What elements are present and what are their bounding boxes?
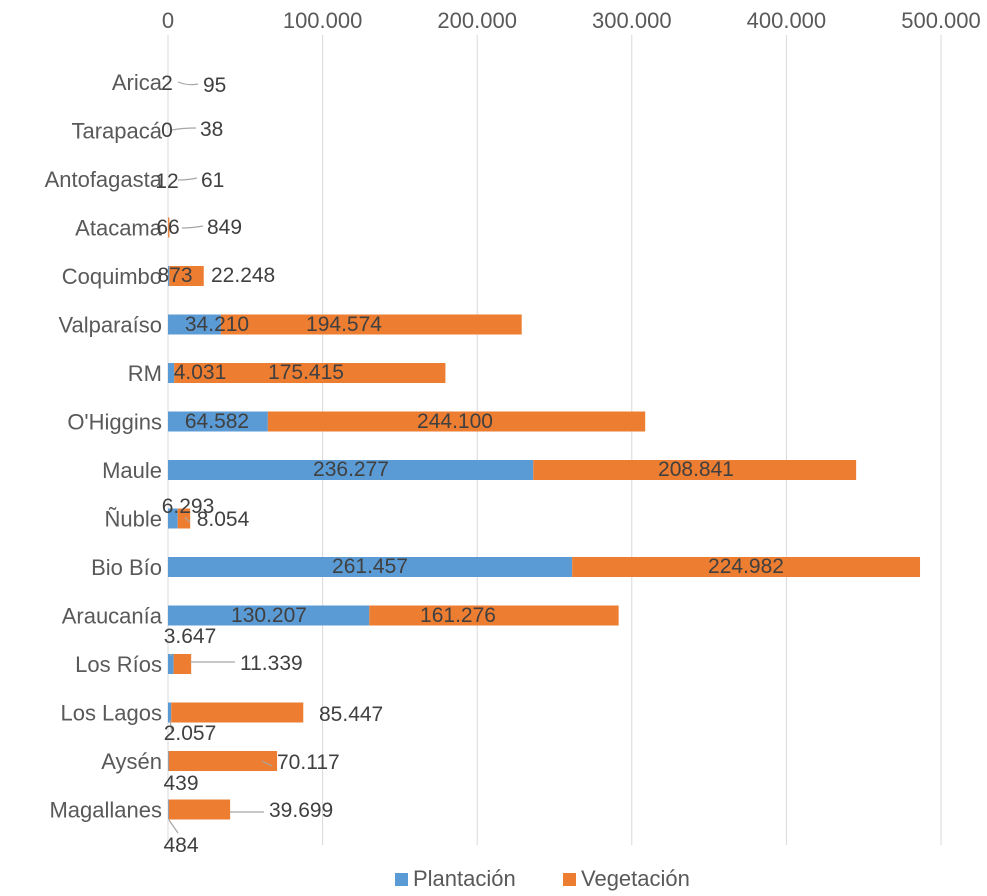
data-label-plantacion: 66 <box>156 216 179 239</box>
bar-vegetacion <box>572 557 921 577</box>
data-label-vegetacion: 194.574 <box>306 313 382 336</box>
x-tick-label: 500.000 <box>901 8 981 33</box>
legend: Plantación Vegetación <box>395 866 690 891</box>
bar-vegetacion <box>168 217 170 238</box>
data-label-vegetacion: 11.339 <box>240 652 303 675</box>
data-labels: 2 95 0 38 12 61 66 849 873 22.248 34.210 194.574 4.0… <box>155 72 784 857</box>
leader-line-plantacion <box>168 819 179 834</box>
data-label-vegetacion: 224.982 <box>708 555 784 578</box>
category-label: Arica <box>112 70 163 95</box>
data-label-vegetacion: 39.699 <box>269 799 333 822</box>
bar-vegetacion <box>267 411 646 432</box>
category-label: Valparaíso <box>58 313 162 338</box>
data-label-plantacion: 484 <box>163 834 198 857</box>
data-label-vegetacion: 70.117 <box>277 751 340 774</box>
data-label-vegetacion: 85.447 <box>319 703 383 726</box>
category-label: Los Ríos <box>75 652 162 677</box>
category-label: Bio Bío <box>91 555 162 580</box>
data-label-plantacion: 6.293 <box>162 495 215 518</box>
leader-line-vegetacion <box>261 760 273 767</box>
bars <box>168 217 921 820</box>
category-label: Araucanía <box>62 604 163 629</box>
leader-line-vegetacion <box>177 177 198 181</box>
data-label-vegetacion: 175.415 <box>268 361 344 384</box>
data-label-plantacion: 0 <box>161 119 173 142</box>
data-label-plantacion: 873 <box>157 264 192 287</box>
category-label: RM <box>128 361 162 386</box>
category-label: Antofagasta <box>45 167 163 192</box>
category-label: Maule <box>102 458 162 483</box>
x-tick-label: 100.000 <box>283 8 363 33</box>
data-label-vegetacion: 208.841 <box>658 458 734 481</box>
legend-swatch-plantacion <box>395 873 408 886</box>
leader-lines <box>168 81 273 834</box>
bar-vegetacion <box>168 751 278 771</box>
data-label-vegetacion: 161.276 <box>420 604 496 627</box>
category-label: Aysén <box>101 749 162 774</box>
bar-plantacion <box>168 702 172 723</box>
category-label: Los Lagos <box>60 701 162 726</box>
data-label-plantacion: 12 <box>155 170 178 193</box>
bar-vegetacion <box>168 799 231 820</box>
data-label-vegetacion: 61 <box>201 169 224 192</box>
data-label-vegetacion: 38 <box>200 118 223 141</box>
x-tick-label: 0 <box>162 8 174 33</box>
bar-vegetacion <box>173 654 192 674</box>
legend-label-plantacion: Plantación <box>413 866 516 891</box>
data-label-vegetacion: 22.248 <box>211 264 275 287</box>
data-label-plantacion: 3.647 <box>164 625 217 648</box>
category-label: O'Higgins <box>67 410 162 435</box>
gridlines <box>167 35 942 845</box>
bar-plantacion <box>168 411 268 432</box>
data-label-plantacion: 64.582 <box>185 410 249 433</box>
leader-line-plantacion <box>169 719 173 734</box>
x-tick-label: 300.000 <box>592 8 672 33</box>
data-label-plantacion: 130.207 <box>231 604 307 627</box>
bar-plantacion <box>168 266 170 286</box>
category-label: Magallanes <box>49 798 162 823</box>
bar-vegetacion <box>171 702 304 723</box>
category-label: Atacama <box>75 216 163 241</box>
data-label-vegetacion: 244.100 <box>417 410 493 433</box>
x-tick-label: 200.000 <box>437 8 517 33</box>
bar-plantacion <box>168 799 169 820</box>
x-axis: 0 100.000 200.000 300.000 400.000 500.000 <box>162 8 981 33</box>
data-label-vegetacion: 849 <box>207 216 242 239</box>
data-label-plantacion: 236.277 <box>313 458 389 481</box>
bar-plantacion <box>168 654 174 674</box>
leader-line-vegetacion <box>171 127 197 131</box>
bar-plantacion <box>168 557 573 577</box>
data-label-plantacion: 439 <box>163 772 198 795</box>
data-label-plantacion: 34.210 <box>185 313 249 336</box>
bar-vegetacion <box>169 266 204 286</box>
bar-vegetacion <box>533 460 857 480</box>
leader-line-vegetacion <box>184 516 191 523</box>
bar-plantacion <box>168 460 534 480</box>
leader-line-vegetacion <box>181 225 204 229</box>
category-label: Tarapacá <box>71 119 162 144</box>
data-label-vegetacion: 8.054 <box>197 508 250 531</box>
category-label: Ñuble <box>105 507 162 532</box>
bar-plantacion <box>168 314 221 335</box>
category-labels: Arica Tarapacá Antofagasta Atacama Coquimbo V… <box>45 70 163 823</box>
legend-label-vegetacion: Vegetación <box>581 866 690 891</box>
data-label-plantacion: 261.457 <box>332 555 408 578</box>
bar-vegetacion <box>369 605 619 626</box>
category-label: Coquimbo <box>62 264 162 289</box>
bar-vegetacion <box>177 508 191 529</box>
data-label-plantacion: 2 <box>161 72 173 95</box>
data-label-vegetacion: 95 <box>203 74 226 97</box>
data-label-plantacion: 4.031 <box>174 361 227 384</box>
bar-plantacion <box>168 605 370 626</box>
leader-line-vegetacion <box>177 81 199 86</box>
bar-plantacion <box>168 363 175 383</box>
legend-swatch-vegetacion <box>563 873 576 886</box>
data-label-plantacion: 2.057 <box>164 722 217 745</box>
bar-plantacion <box>168 751 169 771</box>
x-tick-label: 400.000 <box>747 8 827 33</box>
bar-vegetacion <box>220 314 522 335</box>
bar-plantacion <box>168 508 178 529</box>
bar-vegetacion <box>174 363 446 383</box>
